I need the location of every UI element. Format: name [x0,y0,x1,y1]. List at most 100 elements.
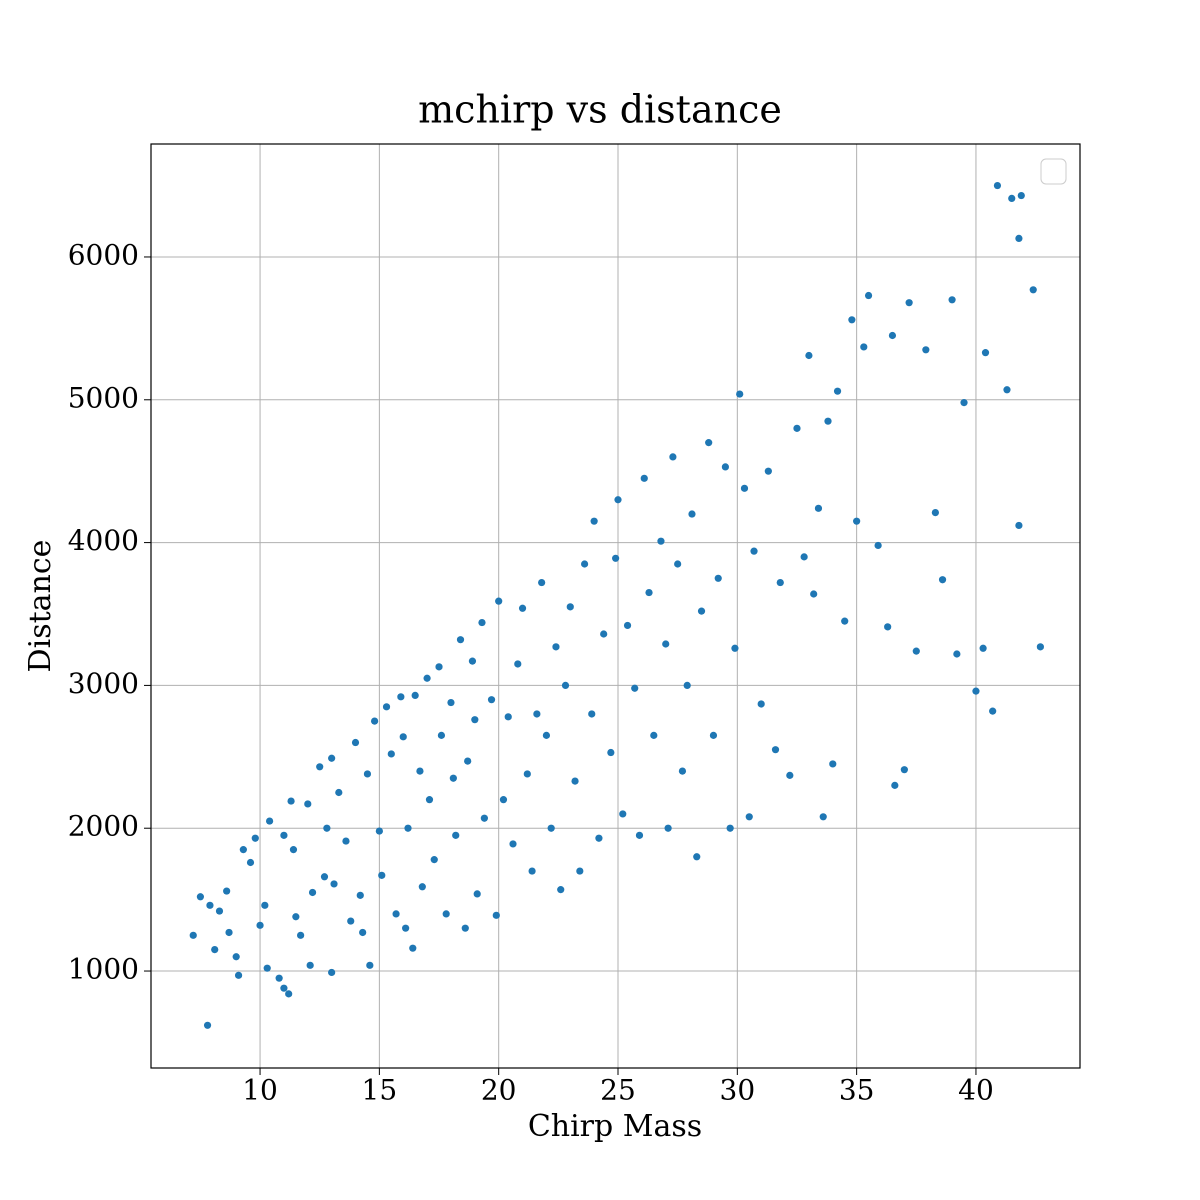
point [931,509,939,517]
x-tick-label: 30 [720,1074,756,1107]
point [824,417,832,425]
point [810,590,818,598]
points [189,181,1044,1029]
point [215,907,224,915]
point [382,703,391,711]
point [1003,386,1011,394]
point [552,643,560,651]
point [514,660,522,668]
point [292,913,300,921]
y-tick-label: 6000 [68,238,139,271]
point [566,603,574,611]
point [757,700,765,708]
point [347,917,355,925]
point [833,387,842,395]
point [280,831,288,839]
point [989,707,997,715]
point [588,710,596,718]
point [736,390,744,398]
x-tick-label: 10 [242,1074,278,1107]
point [356,891,364,899]
x-tick-label: 40 [958,1074,994,1107]
point [662,640,670,648]
point [478,618,486,627]
point [938,576,947,584]
point [714,574,722,582]
point [442,910,450,918]
point [306,961,314,969]
y-axis-label: Distance [23,540,58,673]
point [776,578,784,587]
point [411,691,419,700]
point [657,537,665,545]
point [397,693,405,701]
point [740,484,749,492]
point [289,846,298,854]
point [705,439,713,447]
point [1029,286,1037,294]
point [487,696,496,704]
point [814,504,823,512]
point [402,924,410,932]
y-tick-label: 1000 [68,953,139,986]
point [423,674,431,682]
point [416,767,424,775]
point [449,774,457,782]
point [375,827,383,835]
point [819,813,827,821]
y-tick-label: 5000 [68,381,139,414]
y-tick-label: 3000 [68,667,139,700]
point [359,928,367,937]
point [206,901,214,909]
point [232,953,240,961]
point [533,710,541,718]
x-tick-label: 20 [481,1074,517,1107]
chart-title: mchirp vs distance [418,88,782,132]
point [316,763,324,771]
point [1017,191,1025,200]
point [669,453,677,461]
point [437,731,446,739]
point [342,837,350,845]
point [891,781,899,789]
point [189,931,197,939]
point [363,770,372,778]
point [884,623,892,631]
point [580,560,589,568]
point [547,824,555,832]
point [683,681,691,690]
point [239,846,247,854]
point [635,831,644,839]
point [392,910,400,918]
point [256,921,264,929]
point [614,496,622,504]
point [645,588,653,597]
point [211,946,219,954]
point [561,681,570,690]
point [409,944,417,952]
point [678,767,687,775]
point [981,349,990,357]
point [285,990,293,998]
point [328,968,336,977]
point [447,698,455,707]
point [841,617,849,625]
x-axis-label: Chirp Mass [528,1109,702,1144]
point [328,754,336,762]
point [246,858,255,867]
point [225,928,233,937]
point [523,770,531,778]
point [631,684,639,692]
point [335,788,343,797]
point [266,817,274,825]
point [693,853,701,861]
point [674,560,682,568]
point [640,474,648,482]
point [1015,521,1023,530]
point [495,597,503,605]
point [607,748,615,757]
point [308,888,317,897]
point [399,733,407,741]
